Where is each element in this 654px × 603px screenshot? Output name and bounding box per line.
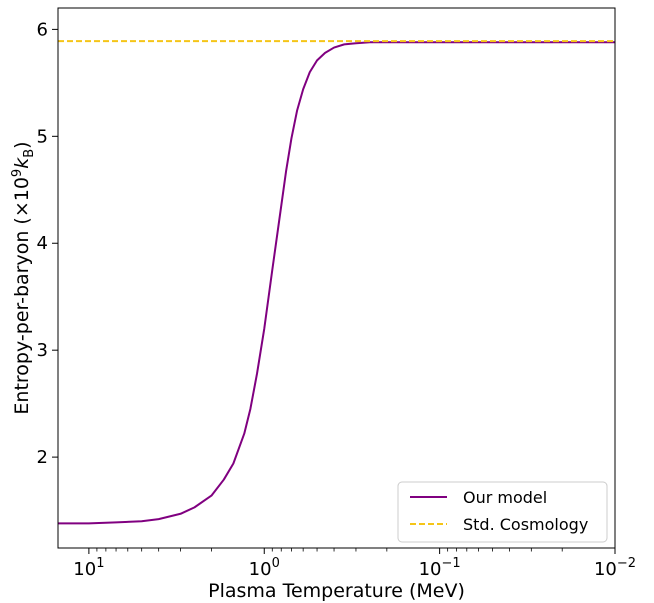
- x-tick-label: 10−2: [594, 556, 636, 580]
- y-axis-label-exponent: 9: [10, 169, 25, 177]
- series-line-our-model: [58, 41, 615, 525]
- legend: Our model Std. Cosmology: [397, 481, 608, 543]
- y-tick-label: 3: [37, 340, 48, 361]
- y-axis-label-close: ): [11, 141, 33, 148]
- x-tick-label: 100: [249, 556, 280, 580]
- legend-label-our-model: Our model: [463, 488, 547, 507]
- y-tick-label: 5: [37, 126, 48, 147]
- y-tick-label: 4: [37, 233, 48, 254]
- y-tick-label: 2: [37, 447, 48, 468]
- legend-label-std-cosmology: Std. Cosmology: [463, 515, 588, 534]
- x-tick-label: 101: [73, 556, 104, 580]
- x-axis-label: Plasma Temperature (MeV): [208, 580, 465, 602]
- y-axis-label: Entropy-per-baryon (×109kB): [10, 141, 37, 414]
- y-axis-label-main: Entropy-per-baryon (×10: [11, 177, 33, 415]
- x-axis: 101 100 10−1 10−2: [73, 548, 636, 580]
- y-axis-label-subscript: B: [22, 149, 37, 158]
- x-tick-label: 10−1: [419, 556, 461, 580]
- plot-frame: [57, 7, 616, 549]
- y-axis: 2 3 4 5 6: [37, 19, 58, 468]
- legend-box: [397, 481, 608, 543]
- series-layer: [58, 40, 615, 525]
- y-axis-label-k: k: [11, 157, 33, 169]
- y-tick-label: 6: [37, 19, 48, 40]
